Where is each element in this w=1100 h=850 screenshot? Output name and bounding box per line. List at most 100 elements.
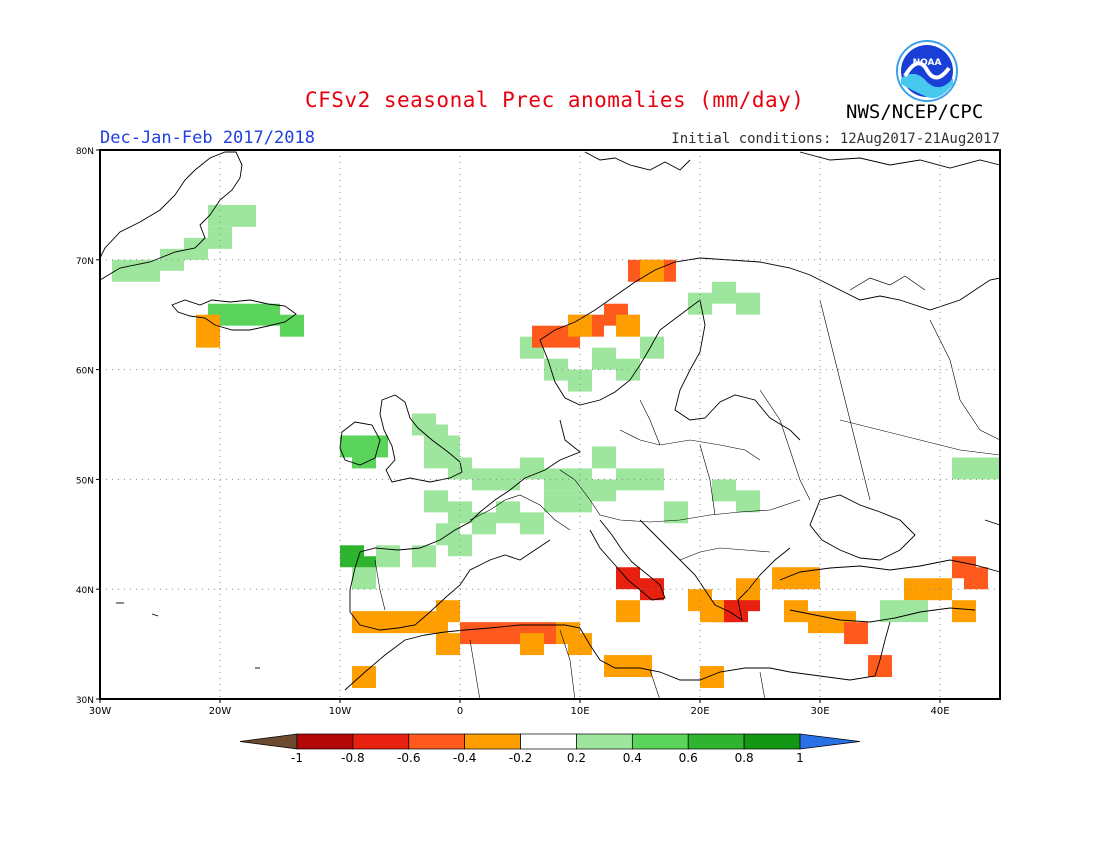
tick-label-lat: 30N — [76, 696, 94, 706]
anomaly-cell-central-europe — [544, 490, 568, 513]
anomaly-cell-north-africa-light — [520, 633, 544, 656]
anomaly-cell-greenland — [232, 204, 256, 227]
lat-lon-grid — [100, 150, 1000, 699]
initial-conditions-label: Initial conditions: 12Aug2017-21Aug2017 — [671, 131, 1000, 147]
colorbar-label: -0.6 — [397, 751, 420, 765]
page-title: CFSv2 seasonal Prec anomalies (mm/day) — [305, 88, 805, 112]
anomaly-cells — [112, 204, 1000, 689]
anomaly-cell-iberia-nw-light — [352, 567, 376, 590]
tick-label-lat: 70N — [76, 257, 94, 267]
anomaly-cell-libya — [604, 655, 628, 678]
anomaly-cell-scandinavia — [568, 369, 592, 392]
anomaly-cell-central-europe — [568, 490, 592, 513]
colorbar-segment — [576, 733, 633, 750]
anomaly-cell-iceland — [280, 314, 304, 337]
colorbar-label: 0.8 — [735, 751, 754, 765]
tick-label-lon: 40E — [930, 706, 949, 717]
anomaly-cell-north-africa-light — [352, 666, 376, 689]
colorbar-label: -0.8 — [341, 751, 364, 765]
anomaly-cell-north-africa — [460, 622, 484, 645]
anomaly-cell-turkey-south — [808, 611, 832, 634]
anomaly-cell-north-africa-light — [436, 633, 460, 656]
anomaly-cell-russia-east-wet — [976, 457, 1000, 480]
colorbar-segment — [296, 733, 354, 750]
tick-label-lon: 30W — [89, 706, 112, 717]
anomaly-cell-iberia-nw-light — [412, 545, 436, 568]
anomaly-cell-ireland — [364, 435, 388, 458]
colorbar-segment — [687, 733, 745, 750]
colorbar-segment — [408, 733, 466, 750]
colorbar-segment — [464, 733, 521, 750]
season-label: Dec-Jan-Feb 2017/2018 — [100, 128, 315, 148]
anomaly-cell-france — [424, 490, 448, 513]
tick-label-lat: 60N — [76, 367, 94, 377]
anomaly-cell-france — [472, 512, 496, 535]
colorbar-label: -0.4 — [453, 751, 476, 765]
axis-ticks: 30W 20W 10W 0 10E 20E 30E 40E 80N 70N 60N 50N 40N 30N — [76, 147, 950, 717]
colorbar: -1 -0.8 -0.6 -0.4 -0.2 0.2 0.4 0.6 0.8 1 — [239, 733, 861, 765]
anomaly-cell-norway-coast-dry — [532, 325, 556, 348]
colorbar-label: 1 — [796, 751, 804, 765]
tick-label-lon: 10W — [329, 706, 352, 717]
anomaly-cell-caucasus-light — [952, 600, 976, 623]
agency-label: NWS/NCEP/CPC — [846, 101, 984, 123]
anomaly-cell-turkey-east-wet — [904, 600, 928, 623]
anomaly-cell-central-europe — [592, 446, 616, 469]
tick-label-lon: 30E — [810, 706, 829, 717]
anomaly-cell-greenland — [136, 259, 160, 282]
map-frame — [99, 149, 1001, 700]
anomaly-cell-iberia-south — [376, 611, 400, 634]
anomaly-cell-libya — [700, 666, 724, 689]
anomaly-cell-scandinavia — [712, 281, 736, 304]
colorbar-segment — [743, 733, 801, 750]
anomaly-cell-greenland — [112, 259, 136, 282]
anomaly-cell-central-europe — [496, 501, 520, 524]
anomaly-cell-turkey-east-wet — [880, 600, 904, 623]
anomaly-cell-norway-coast-wet — [568, 314, 592, 337]
tick-label-lat: 80N — [76, 147, 94, 157]
anomaly-cell-scandinavia — [640, 336, 664, 359]
colorbar-label: -0.2 — [509, 751, 532, 765]
anomaly-cell-central-europe — [520, 457, 544, 480]
tick-label-lon: 10E — [570, 706, 589, 717]
anomaly-cell-norway-coast-wet — [616, 314, 640, 337]
logo-text: NOAA — [913, 58, 942, 68]
anomaly-cell-iberia-south — [436, 600, 460, 623]
anomaly-cell-scandinavia — [688, 292, 712, 315]
colorbar-label: 0.2 — [567, 751, 586, 765]
anomaly-cell-iberia-south — [352, 611, 376, 634]
colorbar-arrow-left — [239, 733, 298, 750]
noaa-logo-icon: NOAA — [896, 40, 958, 102]
colorbar-label: 0.6 — [679, 751, 698, 765]
anomaly-cell-cyprus-dry — [844, 622, 868, 645]
anomaly-cell-iberia-south — [400, 611, 424, 634]
anomaly-cell-scandinavia — [592, 347, 616, 370]
coastlines — [99, 151, 1001, 701]
anomaly-cell-russia-east-wet — [952, 457, 976, 480]
anomaly-cell-greece-light — [796, 567, 820, 590]
anomaly-cell-greece-light — [616, 600, 640, 623]
anomaly-cell-greenland — [208, 226, 232, 249]
anomaly-cell-central-europe — [736, 490, 760, 513]
anomaly-cell-north-africa — [484, 622, 508, 645]
colorbar-label: -1 — [291, 751, 303, 765]
colorbar-arrow-right — [799, 733, 861, 750]
tick-label-lat: 40N — [76, 586, 94, 596]
colorbar-label: 0.4 — [623, 751, 642, 765]
anomaly-cell-central-europe — [664, 501, 688, 524]
anomaly-cell-libya — [628, 655, 652, 678]
anomaly-cell-central-europe — [592, 479, 616, 502]
anomaly-cell-iceland-dry — [196, 325, 220, 348]
colorbar-segment — [352, 733, 410, 750]
anomaly-cell-caucasus — [964, 567, 988, 590]
anomaly-cell-iceland — [256, 303, 280, 326]
tick-label-lon: 0 — [457, 706, 463, 717]
anomaly-cell-greenland — [184, 237, 208, 260]
anomaly-cell-scandinavia — [736, 292, 760, 315]
colorbar-segment — [520, 733, 577, 750]
tick-label-lon: 20W — [209, 706, 232, 717]
tick-label-lon: 20E — [690, 706, 709, 717]
anomaly-cell-greenland — [208, 204, 232, 227]
anomaly-cell-iceland — [232, 303, 256, 326]
